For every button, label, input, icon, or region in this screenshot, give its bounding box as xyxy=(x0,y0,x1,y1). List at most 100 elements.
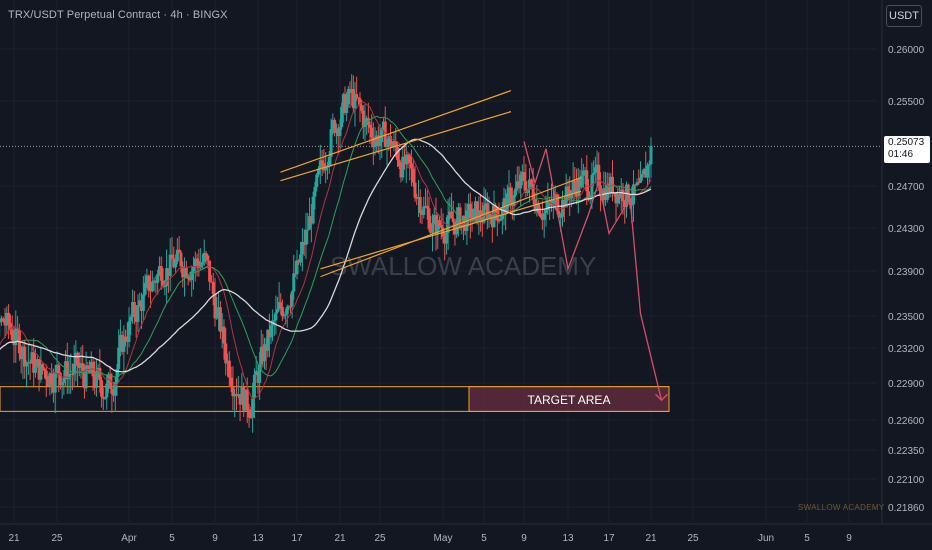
candle-body xyxy=(132,302,136,314)
candle-body xyxy=(531,184,535,200)
time-tick-label: May xyxy=(434,533,453,544)
candle-body xyxy=(120,335,124,352)
candle-body xyxy=(206,255,210,261)
candle-body xyxy=(269,325,273,338)
candle-body xyxy=(222,326,226,344)
candle-body xyxy=(370,127,374,138)
candle-body xyxy=(138,300,142,306)
candle-body xyxy=(134,313,138,322)
candle-body xyxy=(117,347,121,369)
target-area-label: TARGET AREA xyxy=(528,393,611,407)
candle-body xyxy=(136,305,140,322)
currency-button[interactable]: USDT xyxy=(886,5,922,27)
candle-body xyxy=(277,302,281,309)
candle-body xyxy=(566,186,570,190)
candle-body xyxy=(646,165,649,178)
candle-body xyxy=(313,187,317,197)
candle-body xyxy=(397,159,401,167)
target-zone xyxy=(0,386,670,412)
candle-body xyxy=(3,321,7,326)
candle-body xyxy=(37,359,41,380)
candle-body xyxy=(125,340,129,342)
candle-body xyxy=(72,363,76,376)
candle-body xyxy=(616,194,620,204)
bar-countdown: 01:46 xyxy=(888,149,914,160)
candle-body xyxy=(231,386,235,397)
candle-body xyxy=(227,360,231,378)
candle-body xyxy=(46,379,50,387)
candle-body xyxy=(249,417,253,419)
candle-body xyxy=(69,373,73,375)
candle-body xyxy=(649,145,653,165)
time-tick-label: 13 xyxy=(252,533,264,544)
channel-line xyxy=(320,190,582,270)
candle-body xyxy=(280,306,284,317)
candle-body xyxy=(55,364,59,373)
price-axis[interactable]: 0.26000 0.25500 0.24700 0.24300 0.23900 0.235… xyxy=(888,45,925,514)
candle-body xyxy=(108,374,112,389)
candle-body xyxy=(179,252,183,267)
ma-short-line xyxy=(0,101,652,400)
candle-body xyxy=(112,393,116,396)
candle-body xyxy=(576,178,580,197)
candle-body xyxy=(7,312,11,323)
grid xyxy=(0,0,882,522)
candle-body xyxy=(422,206,426,215)
candle-body xyxy=(124,336,128,341)
price-tick-label: 0.26000 xyxy=(888,45,925,56)
candle-body xyxy=(639,177,642,183)
candle-body xyxy=(341,94,345,107)
candle-body xyxy=(473,201,477,209)
candle-body xyxy=(630,204,634,206)
candle-body xyxy=(308,216,312,230)
candle-body xyxy=(131,302,135,318)
candle-body xyxy=(118,335,122,348)
candle-body xyxy=(170,254,174,259)
candle-body xyxy=(468,203,472,220)
candle-body xyxy=(243,389,247,411)
candle-body xyxy=(404,154,408,165)
candle-body xyxy=(19,353,23,360)
candle-body xyxy=(30,352,34,364)
candle-body xyxy=(159,266,163,281)
candle-body xyxy=(62,377,66,384)
candle-body xyxy=(487,213,491,220)
candle-body xyxy=(193,258,197,267)
candle-body xyxy=(21,346,25,360)
candle-body xyxy=(318,160,322,169)
candle-body xyxy=(505,193,509,214)
candle-body xyxy=(420,213,424,215)
candle-body xyxy=(380,127,384,143)
candle-body xyxy=(411,168,415,183)
candle-body xyxy=(309,216,313,224)
candle-body xyxy=(32,352,36,373)
candle-body xyxy=(322,163,326,171)
candle-body xyxy=(403,156,406,165)
candle-body xyxy=(383,121,387,148)
candle-body xyxy=(356,97,360,99)
candle-body xyxy=(514,188,518,196)
candle-body xyxy=(512,195,516,206)
price-tick-label: 0.23200 xyxy=(888,344,925,355)
candle-body xyxy=(389,136,392,147)
channel-line xyxy=(280,111,512,182)
chart-title: TRX/USDT Perpetual Contract · 4h · BINGX xyxy=(8,9,228,21)
candle-body xyxy=(537,203,541,214)
time-tick-label: 5 xyxy=(804,533,810,544)
candle-body xyxy=(82,371,86,389)
channel-line xyxy=(280,90,512,173)
candle-body xyxy=(351,89,355,109)
time-tick-label: 21 xyxy=(645,533,657,544)
candle-body xyxy=(472,208,476,221)
candle-body xyxy=(188,278,192,281)
candle-body xyxy=(174,261,178,268)
price-tick-label: 0.21860 xyxy=(888,503,925,514)
candle-body xyxy=(557,210,561,218)
candle-body xyxy=(320,160,324,164)
candle-body xyxy=(581,170,585,176)
price-tick-label: 0.24300 xyxy=(888,224,925,235)
candle-body xyxy=(293,273,297,275)
